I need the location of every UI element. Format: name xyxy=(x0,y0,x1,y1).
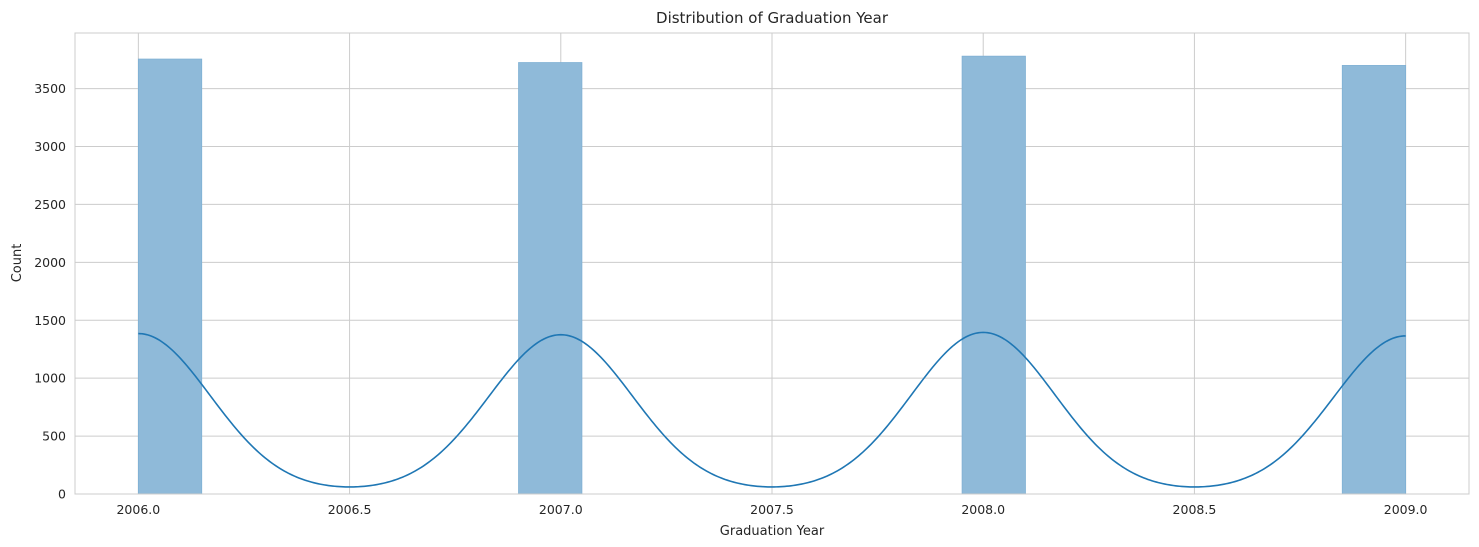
grid-lines xyxy=(75,33,1469,495)
y-tick-label: 3000 xyxy=(34,139,66,154)
y-axis-label: Count xyxy=(10,244,25,283)
x-tick-label: 2008.0 xyxy=(961,502,1005,517)
y-tick-label: 2500 xyxy=(34,197,66,212)
y-tick-label: 500 xyxy=(42,429,66,444)
y-tick-label: 1000 xyxy=(34,371,66,386)
y-tick-label: 0 xyxy=(58,487,66,502)
x-tick-label: 2007.0 xyxy=(539,502,583,517)
x-tick-label: 2008.5 xyxy=(1173,502,1217,517)
x-tick-label: 2007.5 xyxy=(750,502,794,517)
histogram-bar xyxy=(1341,65,1407,495)
histogram-bar xyxy=(137,58,203,495)
y-tick-label: 1500 xyxy=(34,313,66,328)
x-tick-label: 2006.0 xyxy=(116,502,160,517)
chart-title: Distribution of Graduation Year xyxy=(656,9,889,27)
plot-frame xyxy=(74,32,1470,495)
y-tick-label: 3500 xyxy=(34,81,66,96)
x-tick-label: 2006.5 xyxy=(328,502,372,517)
x-axis-label: Graduation Year xyxy=(720,524,825,539)
x-tick-label: 2009.0 xyxy=(1384,502,1428,517)
y-axis-ticks: 0 500 1000 1500 2000 2500 3000 3500 xyxy=(34,81,66,501)
histogram-bar xyxy=(518,62,583,495)
histogram-bars xyxy=(137,55,1407,495)
y-tick-label: 2000 xyxy=(34,255,66,270)
histogram-bar xyxy=(961,55,1026,495)
x-axis-ticks: 2006.0 2006.5 2007.0 2007.5 2008.0 2008.5 2009… xyxy=(116,502,1427,517)
kde-curve xyxy=(138,331,1406,488)
